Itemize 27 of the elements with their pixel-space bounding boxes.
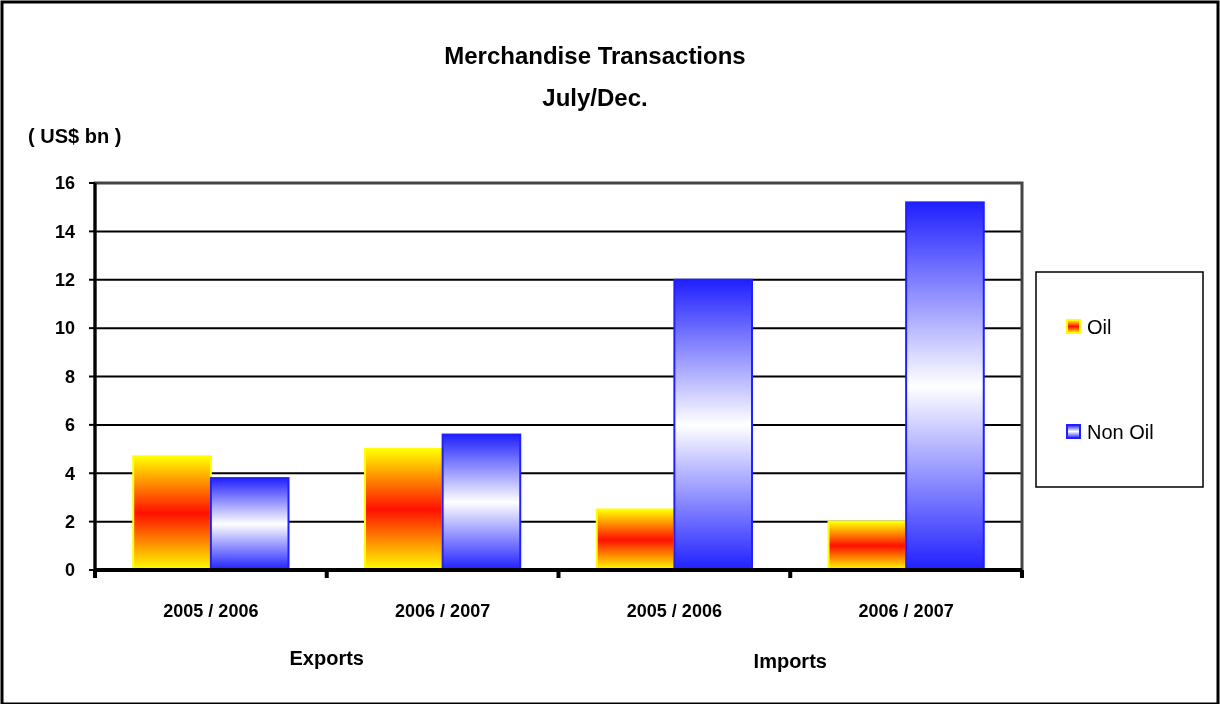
bar	[132, 455, 212, 571]
y-tick-label: 0	[64, 560, 75, 581]
legend-label: Non Oil	[1087, 421, 1154, 443]
bar	[209, 477, 290, 571]
y-tick-label: 12	[54, 270, 75, 291]
y-axis-title: ( US$ bn )	[28, 125, 122, 147]
bar	[595, 508, 676, 571]
x-tick-label: 2006 / 2007	[395, 601, 491, 621]
y-tick-label: 2	[64, 511, 75, 532]
x-tick-label: 2005 / 2006	[626, 601, 722, 621]
bar	[441, 433, 522, 571]
legend-label: Oil	[1087, 316, 1112, 338]
text: Imports	[753, 650, 827, 672]
bar	[827, 520, 908, 571]
bar	[363, 448, 444, 571]
bar	[905, 201, 985, 571]
x-tick-label: 2006 / 2007	[858, 601, 954, 621]
bar	[673, 278, 754, 571]
text: Exports	[289, 647, 364, 669]
y-tick-label: 10	[54, 318, 75, 339]
y-tick-label: 4	[64, 463, 75, 484]
y-tick-label: 6	[64, 415, 75, 436]
y-tick-label: 14	[54, 221, 75, 242]
x-tick-label: 2005 / 2006	[163, 601, 259, 621]
y-tick-label: 16	[54, 173, 75, 194]
y-tick-label: 8	[64, 366, 75, 387]
chart-title: Merchandise Transactions July/Dec.	[444, 42, 746, 111]
